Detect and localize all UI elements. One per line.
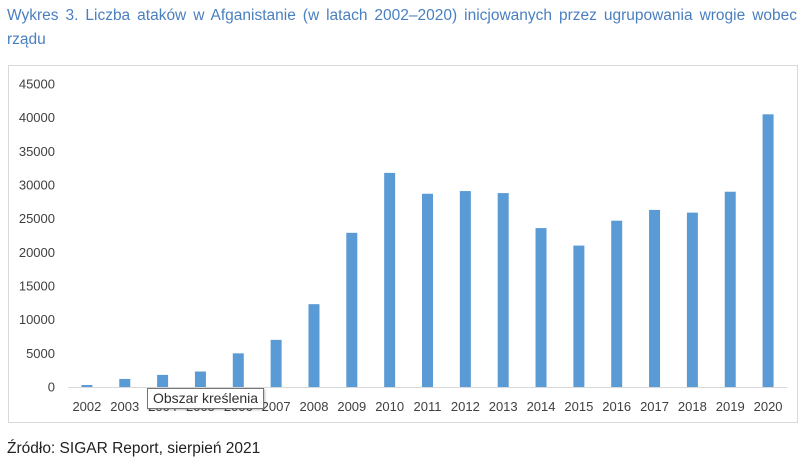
- bar-2009[interactable]: [346, 232, 358, 387]
- x-tick-label: 2003: [110, 399, 139, 414]
- x-tick-label: 2009: [337, 399, 366, 414]
- x-tick-label: 2019: [716, 399, 745, 414]
- x-tick-label: 2002: [72, 399, 101, 414]
- bar-2020[interactable]: [762, 114, 774, 388]
- y-tick-label: 10000: [19, 312, 55, 327]
- x-tick-label: 2018: [678, 399, 707, 414]
- x-tick-label: 2013: [489, 399, 518, 414]
- x-tick-label: 2020: [754, 399, 783, 414]
- x-tick-label: 2012: [451, 399, 480, 414]
- x-tick-label: 2016: [602, 399, 631, 414]
- x-tick-label: 2008: [300, 399, 329, 414]
- y-tick-label: 35000: [19, 144, 55, 159]
- bar-2004[interactable]: [157, 374, 169, 387]
- bar-2007[interactable]: [270, 339, 282, 387]
- x-tick-label: 2010: [375, 399, 404, 414]
- bar-chart: 0 5000 10000 15000 20000 25000 30000 35000 40000…: [19, 77, 787, 414]
- x-tick-label: 2015: [564, 399, 593, 414]
- y-tick-label: 5000: [26, 346, 55, 361]
- bar-2016[interactable]: [611, 220, 623, 387]
- bar-2015[interactable]: [573, 245, 585, 387]
- bar-2018[interactable]: [686, 212, 698, 387]
- bar-2011[interactable]: [422, 193, 433, 387]
- y-tick-label: 25000: [19, 211, 55, 226]
- chart-area[interactable]: 0 5000 10000 15000 20000 25000 30000 35000 40000…: [8, 65, 798, 423]
- bar-2003[interactable]: [119, 378, 131, 387]
- bar-2008[interactable]: [308, 304, 320, 387]
- x-tick-label: 2007: [262, 399, 291, 414]
- y-tick-label: 0: [48, 380, 55, 395]
- y-tick-label: 30000: [19, 178, 55, 193]
- chart-caption: Wykres 3. Liczba ataków w Afganistanie (…: [7, 7, 797, 48]
- x-tick-label: 2011: [414, 399, 442, 414]
- bar-2006[interactable]: [232, 353, 244, 387]
- bar-2010[interactable]: [384, 172, 396, 387]
- bar-2017[interactable]: [649, 209, 661, 387]
- y-tick-label: 40000: [19, 110, 55, 125]
- y-tick-label: 45000: [19, 77, 55, 92]
- bar-2013[interactable]: [497, 193, 509, 387]
- bar-2012[interactable]: [459, 191, 471, 387]
- bar-2005[interactable]: [194, 371, 206, 387]
- plot-area-tooltip: Obszar kreślenia: [147, 388, 265, 409]
- y-tick-label: 20000: [19, 245, 55, 260]
- x-tick-label: 2017: [640, 399, 669, 414]
- bar-2002[interactable]: [81, 384, 93, 387]
- x-tick-label: 2014: [527, 399, 556, 414]
- bar-2019[interactable]: [724, 191, 736, 387]
- y-tick-label: 15000: [19, 279, 55, 294]
- bar-2014[interactable]: [535, 228, 547, 387]
- source-note: Źródło: SIGAR Report, sierpień 2021: [7, 440, 261, 457]
